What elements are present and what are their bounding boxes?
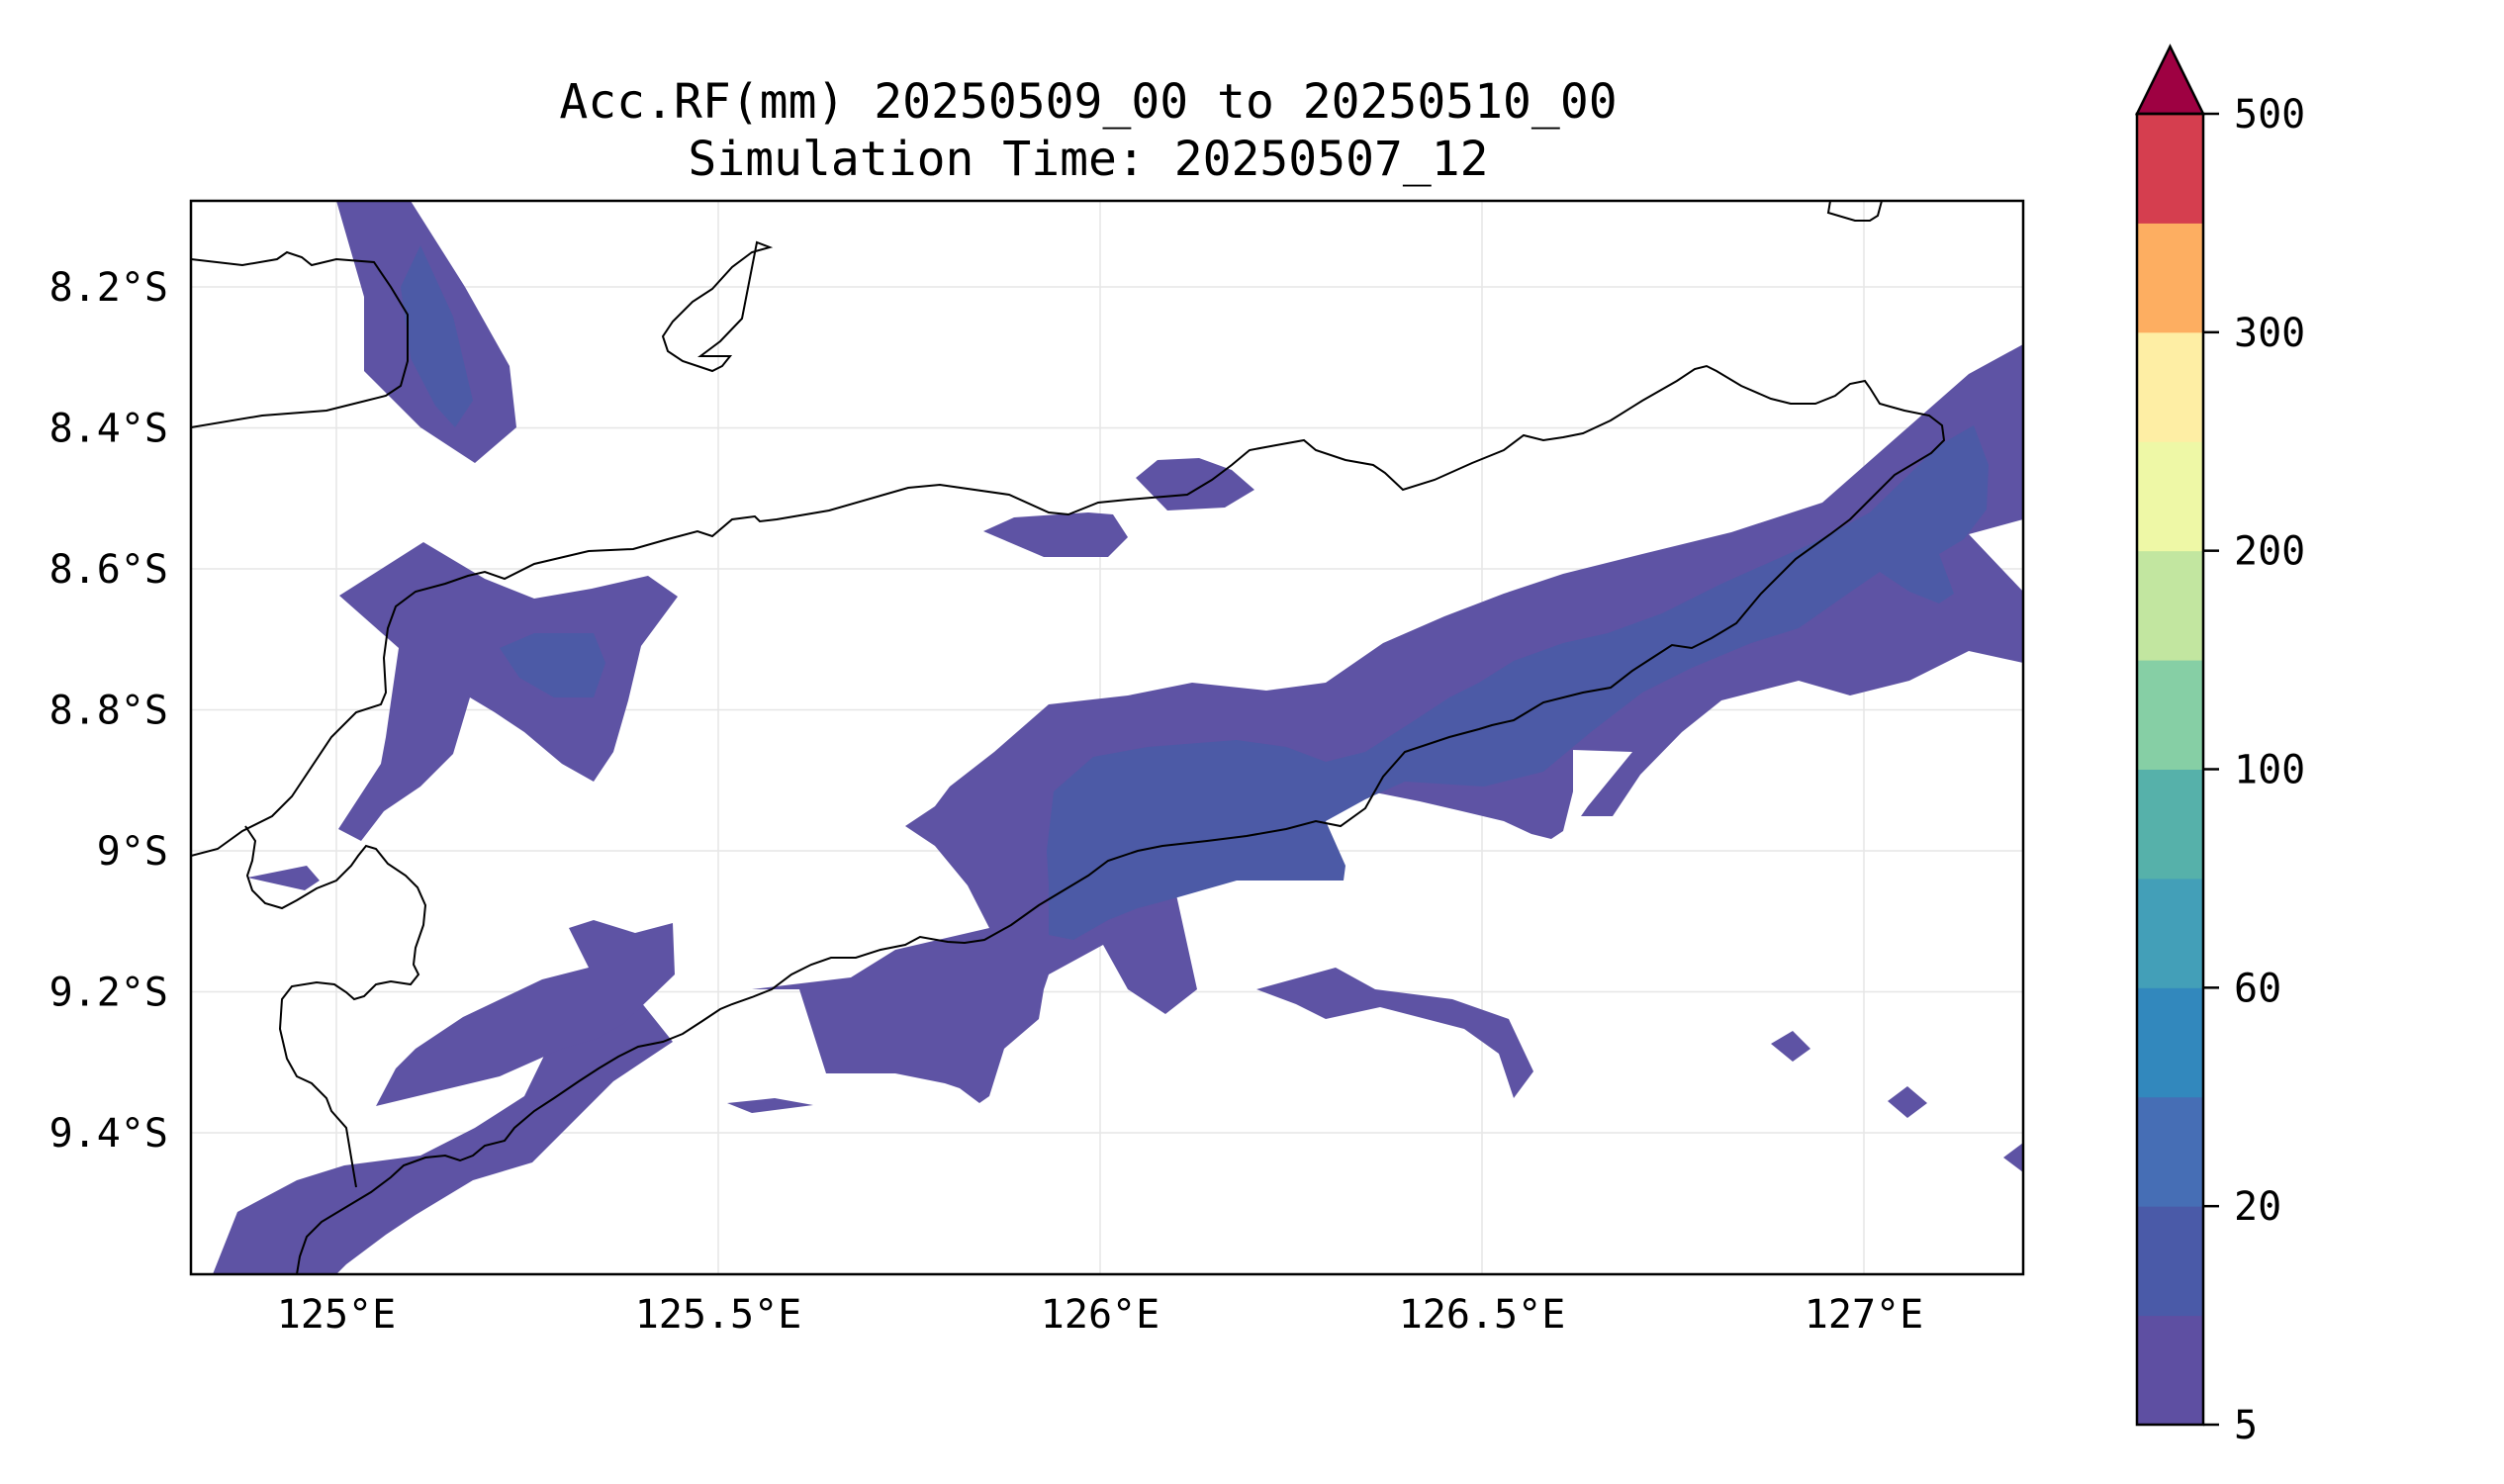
rain-area-dot-1 bbox=[1771, 1031, 1810, 1062]
colorbar-tick-label: 200 bbox=[2234, 529, 2305, 575]
rain-area-island-east bbox=[1136, 458, 1254, 510]
y-tick-label: 8.8°S bbox=[49, 689, 168, 734]
rain-area-small-west bbox=[247, 866, 320, 890]
colorbar: 5 20 60 100 200 300 500 bbox=[2134, 44, 2305, 1448]
colorbar-tick-label: 5 bbox=[2234, 1403, 2258, 1448]
y-tick-label: 9.2°S bbox=[49, 971, 168, 1016]
colorbar-ticks: 5 20 60 100 200 300 500 bbox=[2203, 92, 2305, 1448]
coastlines bbox=[191, 201, 1946, 1274]
x-tick-label: 125°E bbox=[277, 1292, 396, 1338]
y-tick-label: 9.4°S bbox=[49, 1111, 168, 1157]
y-axis-ticks: 8.2°S 8.4°S 8.6°S 8.8°S 9°S 9.2°S 9.4°S bbox=[49, 265, 168, 1157]
rain-area-mid-west-small bbox=[983, 512, 1128, 557]
map-title-line-1: Acc.RF(mm) 20250509_00 to 20250510_00 bbox=[559, 74, 1618, 130]
coastline-atauro bbox=[661, 240, 774, 373]
colorbar-segment bbox=[2137, 987, 2203, 1098]
colorbar-segment bbox=[2137, 878, 2203, 988]
x-tick-label: 125.5°E bbox=[635, 1292, 802, 1338]
colorbar-tick-label: 60 bbox=[2234, 966, 2281, 1011]
rain-area-mid-band bbox=[376, 920, 675, 1106]
coastline-timor-west bbox=[244, 825, 427, 1188]
y-tick-label: 8.6°S bbox=[49, 547, 168, 593]
colorbar-segments bbox=[2137, 114, 2203, 1426]
rainfall-contours bbox=[213, 201, 2023, 1274]
rain-core-east-band bbox=[1047, 425, 1989, 940]
rain-area-south-large bbox=[1256, 968, 1533, 1098]
colorbar-segment bbox=[2137, 441, 2203, 552]
x-tick-label: 126°E bbox=[1041, 1292, 1159, 1338]
rainfall-10-20mm bbox=[401, 245, 1989, 940]
colorbar-tick-label: 500 bbox=[2234, 92, 2305, 138]
rain-core-west bbox=[500, 633, 605, 697]
colorbar-segment bbox=[2137, 114, 2203, 224]
x-axis-ticks: 125°E 125.5°E 126°E 126.5°E 127°E bbox=[277, 1292, 1923, 1338]
rain-area-dot-3 bbox=[2003, 1143, 2023, 1172]
colorbar-segment bbox=[2137, 660, 2203, 770]
colorbar-segment bbox=[2137, 1315, 2203, 1426]
coastline-timor-north bbox=[191, 364, 1946, 1274]
rain-area-southeast-band bbox=[752, 344, 2023, 1103]
colorbar-tick-label: 20 bbox=[2234, 1184, 2281, 1230]
rain-core-north-strip bbox=[401, 245, 473, 427]
coastline-north-island bbox=[191, 250, 409, 428]
y-tick-label: 8.2°S bbox=[49, 265, 168, 311]
rain-area-dot-2 bbox=[1888, 1086, 1927, 1118]
colorbar-tick-label: 100 bbox=[2234, 748, 2305, 793]
rain-area-south-small bbox=[727, 1098, 813, 1113]
colorbar-segment bbox=[2137, 223, 2203, 333]
colorbar-segment bbox=[2137, 1096, 2203, 1207]
map-title-line-2: Simulation Time: 20250507_12 bbox=[688, 132, 1489, 187]
x-tick-label: 127°E bbox=[1805, 1292, 1923, 1338]
colorbar-segment bbox=[2137, 1206, 2203, 1317]
coastline-northeast-island bbox=[1826, 201, 1883, 222]
colorbar-tick-label: 300 bbox=[2234, 311, 2305, 356]
rain-area-south-west bbox=[213, 992, 673, 1274]
y-tick-label: 8.4°S bbox=[49, 407, 168, 452]
map-frame bbox=[189, 199, 2025, 1276]
rain-area-west-coast bbox=[338, 542, 678, 841]
colorbar-segment bbox=[2137, 331, 2203, 442]
colorbar-segment bbox=[2137, 550, 2203, 661]
x-tick-label: 126.5°E bbox=[1399, 1292, 1566, 1338]
y-tick-label: 9°S bbox=[97, 829, 168, 875]
colorbar-segment bbox=[2137, 769, 2203, 880]
rainfall-5-10mm bbox=[213, 201, 2023, 1274]
colorbar-extend-arrow bbox=[2134, 44, 2206, 116]
